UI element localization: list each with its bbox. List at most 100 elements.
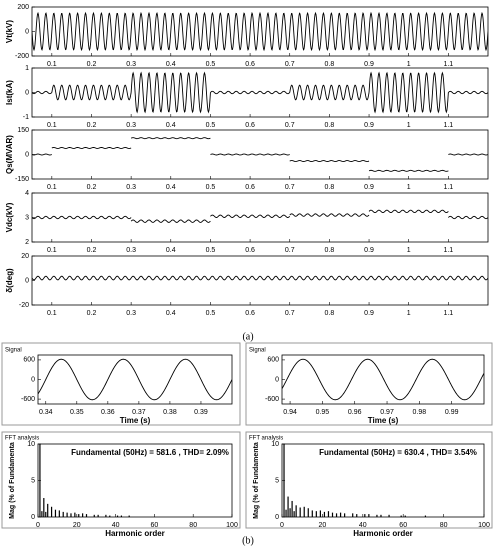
- axes-box: [31, 67, 489, 118]
- y-axis-label: Vt(kV): [5, 20, 14, 43]
- waveform-line: [210, 90, 291, 95]
- x-tick-label: 60: [151, 522, 159, 529]
- waveform-line: [448, 215, 488, 220]
- bar: [70, 513, 72, 517]
- waveform-line: [38, 358, 232, 401]
- x-tick-label: 0.4: [166, 247, 176, 254]
- x-tick-label: 0.8: [325, 61, 335, 68]
- x-tick-label: 0.4: [166, 184, 176, 191]
- x-tick-label: 0.94: [283, 409, 297, 416]
- waveform-line: [32, 153, 52, 156]
- x-tick-label: 0.1: [47, 310, 57, 317]
- waveform-line: [32, 11, 488, 52]
- x-tick-label: 0.35: [70, 409, 84, 416]
- x-tick-label: 0.3: [126, 310, 136, 317]
- x-tick-label: 0.9: [364, 247, 374, 254]
- panel-frame: [245, 431, 493, 529]
- y-tick-label: 4: [25, 190, 29, 197]
- bar: [128, 515, 130, 517]
- bar: [388, 514, 390, 517]
- chart-title: Fundamental (50Hz) = 581.6 , THD= 2.09%: [71, 448, 229, 457]
- x-tick-label: 0.1: [47, 247, 57, 254]
- plot-area: [32, 7, 488, 56]
- x-tick-label: 0.1: [47, 122, 57, 129]
- x-axis-label: Harmonic order: [105, 529, 165, 538]
- x-tick-label: 0.8: [325, 184, 335, 191]
- y-axis-label: Mag (% of Fundamenta: [9, 442, 16, 519]
- x-tick-label: 0.4: [166, 310, 176, 317]
- figure-label: (b): [242, 535, 254, 546]
- y-tick-label: -600: [265, 396, 279, 403]
- bar: [41, 511, 43, 517]
- data-group: [32, 209, 488, 223]
- x-tick-label: 0.5: [206, 247, 216, 254]
- y-tick-label: 0: [25, 277, 29, 284]
- bar: [404, 515, 406, 517]
- x-tick-label: 0.9: [364, 122, 374, 129]
- axes-box: [31, 255, 489, 306]
- x-tick-label: 0.95: [316, 409, 330, 416]
- bar: [293, 511, 295, 517]
- waveform-line: [368, 71, 449, 114]
- y-tick-label: 600: [23, 357, 35, 364]
- waveform-line: [51, 84, 132, 101]
- x-tick-label: 0.2: [87, 247, 97, 254]
- bar: [307, 508, 309, 517]
- bar: [105, 514, 107, 517]
- x-tick-label: 80: [440, 522, 448, 529]
- y-tick-label: 150: [17, 127, 29, 134]
- y-tick-label: -200: [15, 53, 29, 60]
- y-tick-label: 10: [27, 441, 35, 448]
- bar: [289, 508, 291, 517]
- bar: [335, 513, 338, 517]
- plot-area: [282, 444, 484, 517]
- data-group: [32, 71, 488, 114]
- x-tick-label: 1: [407, 310, 411, 317]
- x-tick-label: 100: [226, 522, 238, 529]
- bar: [356, 514, 358, 517]
- y-tick-label: -1: [23, 114, 29, 121]
- panel-label: FFT analysis: [5, 436, 39, 442]
- x-tick-label: 0: [36, 522, 40, 529]
- waveform-line: [448, 153, 488, 156]
- x-axis-label: Time (s): [120, 416, 151, 425]
- bar: [368, 514, 370, 517]
- axes-box: [31, 192, 489, 243]
- bar: [82, 513, 84, 517]
- bar: [424, 515, 427, 517]
- y-tick-label: -150: [15, 176, 29, 183]
- y-tick-label: 5: [275, 477, 279, 484]
- x-tick-label: 0.7: [285, 184, 295, 191]
- data-group: [32, 275, 488, 281]
- bar: [291, 500, 293, 517]
- x-tick-label: 0.36: [101, 409, 115, 416]
- panel-label: Signal: [5, 348, 22, 354]
- chart-title: Fundamental (50Hz) = 630.4 , THD= 3.54%: [319, 448, 477, 457]
- axes-box: [281, 443, 485, 518]
- bar: [97, 514, 99, 517]
- y-axis-label: Vdc(kV): [5, 202, 14, 232]
- y-tick-label: -600: [21, 396, 35, 403]
- bar: [303, 506, 305, 517]
- bar: [116, 515, 119, 517]
- x-tick-label: 0.9: [364, 61, 374, 68]
- x-tick-label: 60: [399, 522, 407, 529]
- x-tick-label: 1.1: [443, 122, 453, 129]
- waveform-line: [130, 71, 211, 114]
- waveform-line: [289, 160, 370, 162]
- bar: [78, 514, 80, 517]
- x-tick-label: 1.1: [443, 184, 453, 191]
- bar: [344, 513, 346, 517]
- bar: [352, 513, 354, 517]
- x-tick-label: 0.2: [87, 122, 97, 129]
- x-axis-label: Harmonic order: [353, 529, 413, 538]
- bar: [315, 511, 317, 517]
- y-tick-label: 2: [25, 239, 29, 246]
- plot-area: [32, 256, 488, 305]
- x-tick-label: 0.5: [206, 184, 216, 191]
- x-tick-label: 0.6: [245, 310, 255, 317]
- x-tick-label: 0.8: [325, 247, 335, 254]
- x-tick-label: 0.6: [245, 184, 255, 191]
- x-tick-label: 0.9: [364, 310, 374, 317]
- y-axis-label: Qs(MVAR): [5, 135, 14, 174]
